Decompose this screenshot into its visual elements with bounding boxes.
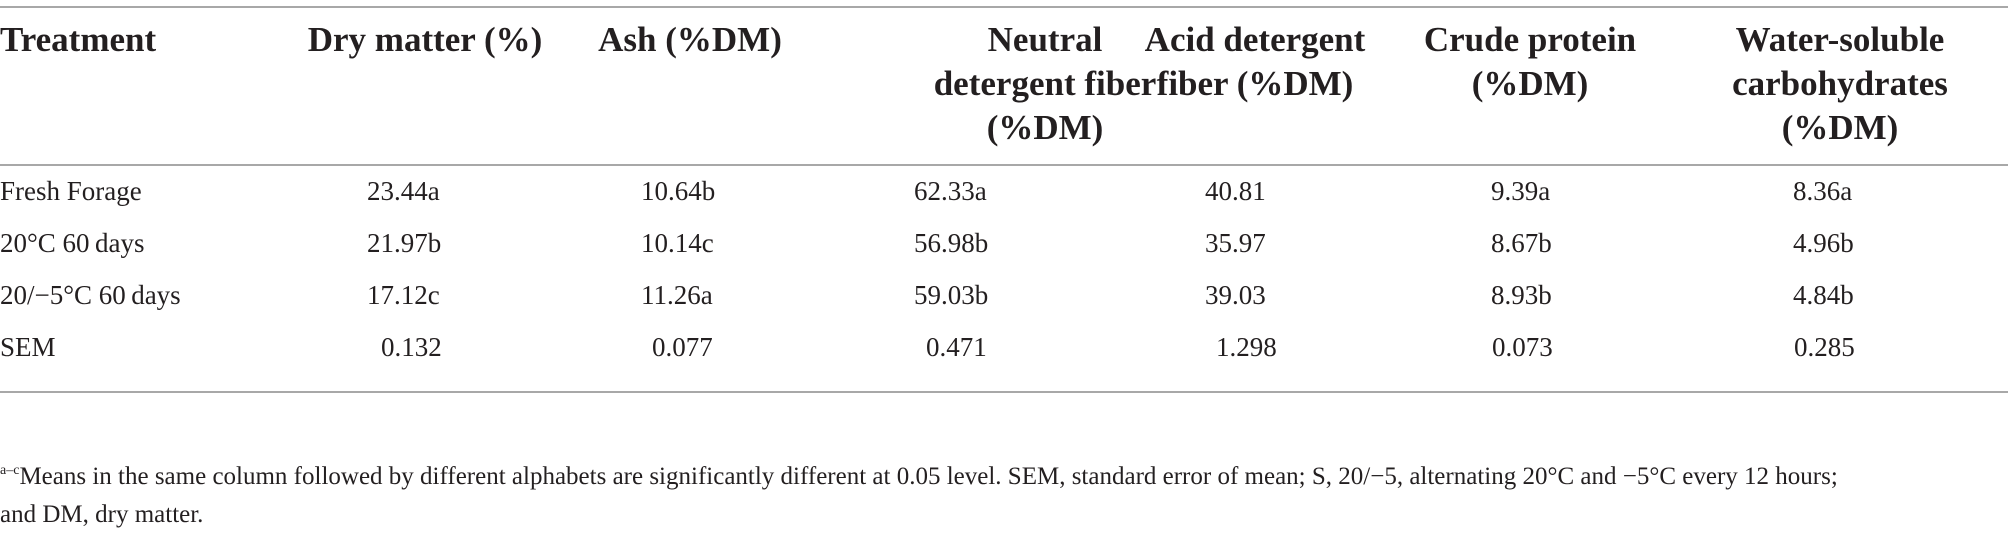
column-header-dry-matter: Dry matter (%) xyxy=(300,18,550,62)
header-line: (%DM) xyxy=(1781,108,1899,147)
ash-cell: 10.64b xyxy=(641,176,716,206)
treatment-cell: Fresh Forage xyxy=(0,176,142,206)
wsc-cell: 4.84b xyxy=(1793,280,1854,310)
adf-cell: 1.298 xyxy=(1216,332,1277,362)
treatment-cell: 20/−5°C 60 days xyxy=(0,280,181,310)
footnote-marker: a–c xyxy=(0,463,20,478)
adf-cell: 40.81 xyxy=(1205,176,1266,206)
crude-protein-cell: 9.39a xyxy=(1491,176,1551,206)
header-line: Crude protein xyxy=(1423,20,1637,59)
column-header-ash: Ash (%DM) xyxy=(580,18,800,62)
crude-protein-cell: 8.67b xyxy=(1491,228,1552,258)
footnote-text-line2: and DM, dry matter. xyxy=(0,501,204,528)
table-bottom-rule xyxy=(0,391,2008,393)
table-footnote: a–cMeans in the same column followed by … xyxy=(0,458,2000,534)
column-header-neutral-detergent-fiber: Neutral detergent fiber (%DM) xyxy=(880,18,1210,150)
column-header-crude-protein: Crude protein (%DM) xyxy=(1405,18,1655,106)
dry-matter-cell: 21.97b xyxy=(367,228,442,258)
header-line: Neutral xyxy=(987,20,1103,59)
header-line: detergent fiber xyxy=(933,64,1157,103)
header-line: Acid detergent xyxy=(1144,20,1366,59)
ash-cell: 0.077 xyxy=(652,332,713,362)
wsc-cell: 0.285 xyxy=(1794,332,1855,362)
header-line: (%DM) xyxy=(1471,64,1589,103)
header-line: Water-soluble xyxy=(1735,20,1945,59)
adf-cell: 39.03 xyxy=(1205,280,1266,310)
ash-cell: 10.14c xyxy=(641,228,714,258)
dry-matter-cell: 17.12c xyxy=(367,280,440,310)
header-line: carbohydrates xyxy=(1732,64,1948,103)
header-line: Treatment xyxy=(0,20,157,59)
column-header-treatment: Treatment xyxy=(0,18,156,62)
header-rule xyxy=(0,164,2008,166)
header-line: Ash (%DM) xyxy=(598,20,782,59)
dry-matter-cell: 23.44a xyxy=(367,176,440,206)
ash-cell: 11.26a xyxy=(641,280,713,310)
wsc-cell: 8.36a xyxy=(1793,176,1853,206)
column-header-water-soluble-carbohydrates: Water-soluble carbohydrates (%DM) xyxy=(1690,18,1990,150)
ndf-cell: 59.03b xyxy=(914,280,989,310)
header-line: fiber (%DM) xyxy=(1156,64,1354,103)
header-line: Dry matter (%) xyxy=(307,20,543,59)
ndf-cell: 56.98b xyxy=(914,228,989,258)
crude-protein-cell: 8.93b xyxy=(1491,280,1552,310)
crude-protein-cell: 0.073 xyxy=(1492,332,1553,362)
adf-cell: 35.97 xyxy=(1205,228,1266,258)
table-top-rule xyxy=(0,6,2008,8)
dry-matter-cell: 0.132 xyxy=(381,332,442,362)
treatment-cell: SEM xyxy=(0,332,56,362)
header-line: (%DM) xyxy=(986,108,1104,147)
ndf-cell: 62.33a xyxy=(914,176,987,206)
ndf-cell: 0.471 xyxy=(926,332,987,362)
footnote-text: Means in the same column followed by dif… xyxy=(19,463,1838,490)
wsc-cell: 4.96b xyxy=(1793,228,1854,258)
column-header-acid-detergent-fiber: Acid detergent fiber (%DM) xyxy=(1115,18,1395,106)
treatment-cell: 20°C 60 days xyxy=(0,228,145,258)
